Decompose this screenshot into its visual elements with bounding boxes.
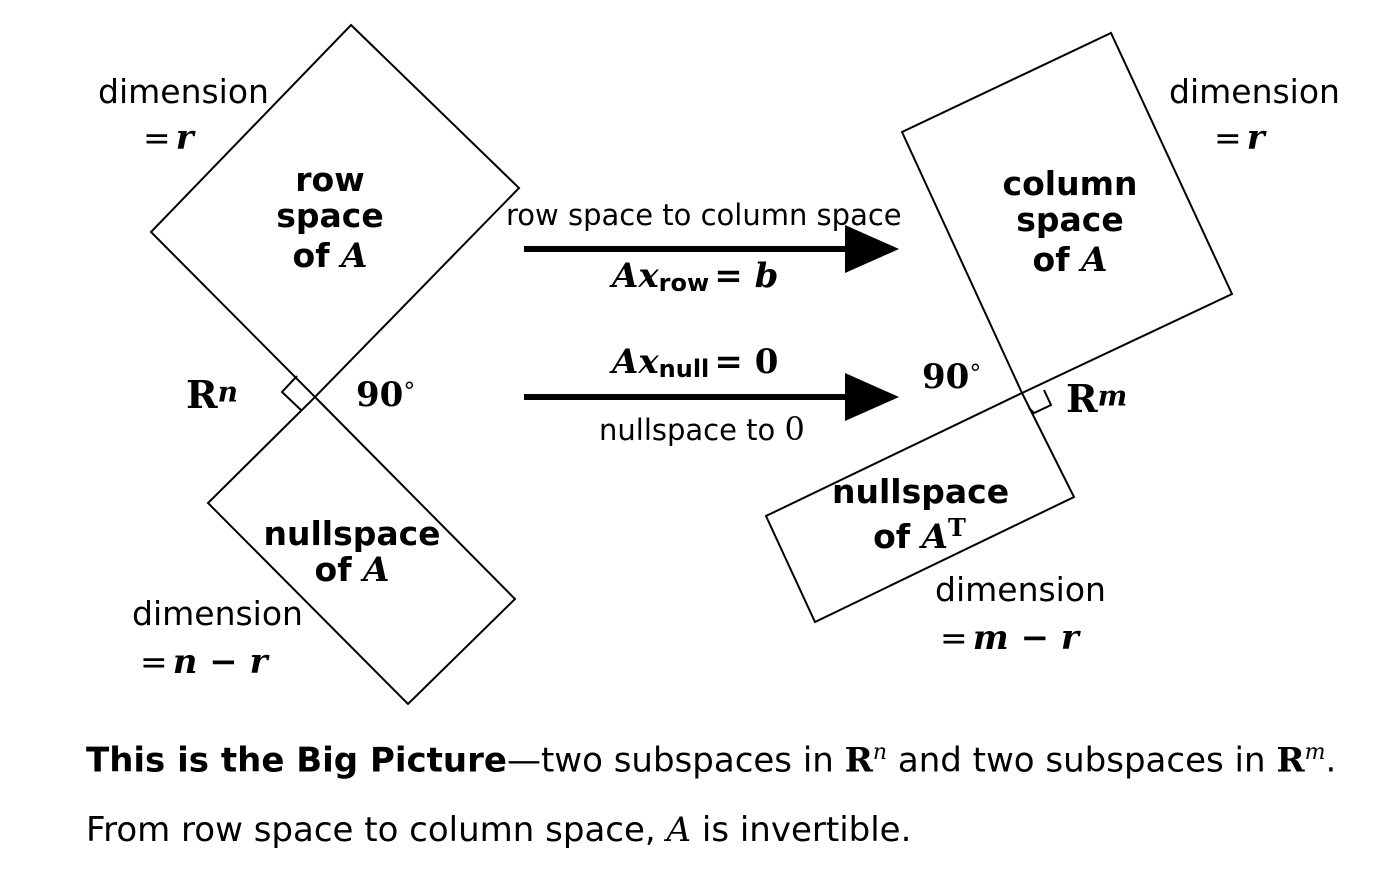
column-space-of: of	[1032, 240, 1070, 279]
caption-end: .	[1325, 740, 1337, 781]
left-dim-top-var: r	[175, 118, 194, 158]
column-space-line3: of A	[995, 240, 1145, 280]
row-space-label: row space of A	[270, 160, 390, 276]
top-eq-lhs: Ax	[612, 256, 659, 296]
left-dimension-top-word: dimension	[98, 72, 269, 111]
left-dimension-top-value: = r	[143, 118, 194, 158]
right-dim-top-eq: =	[1214, 118, 1242, 157]
top-arrow-equation: Axrow = b	[612, 256, 778, 297]
left-angle-value: 90	[356, 375, 404, 415]
bottom-eq-lhs: Ax	[612, 342, 659, 382]
nullspace-line2: of A	[262, 550, 442, 590]
left-space-sup: n	[217, 375, 238, 409]
nullspace-of: of	[314, 550, 352, 589]
left-dimension-bottom-value: = n − r	[140, 642, 268, 682]
left-right-angle-mark	[280, 375, 303, 412]
column-space-shape	[900, 31, 1234, 395]
right-dim-top-var: r	[1246, 118, 1265, 158]
left-dim-bottom-eq: =	[140, 642, 168, 681]
bottom-eq-sub: null	[658, 355, 710, 384]
left-space-base: R	[186, 372, 218, 417]
column-space-line2: space	[1016, 200, 1124, 239]
top-eq-sub: row	[658, 269, 710, 298]
right-angle-value: 90	[922, 357, 970, 397]
bottom-eq-rhs: = 0	[714, 342, 779, 382]
right-dimension-bottom-word: dimension	[935, 570, 1106, 609]
left-nullspace-sup: T	[948, 513, 966, 542]
right-space-label: Rm	[1066, 376, 1127, 421]
left-nullspace-shape	[764, 391, 1076, 624]
left-dim-top-eq: =	[143, 118, 171, 157]
caption-r2-sup: m	[1304, 740, 1326, 765]
right-dim-bottom-expr: m − r	[972, 618, 1079, 658]
caption-line2-b: is invertible.	[691, 810, 912, 850]
left-space-label: Rn	[186, 372, 238, 417]
column-space-line1: column	[1002, 164, 1138, 203]
bottom-arrow-equation: Axnull = 0	[612, 342, 778, 383]
right-dim-bottom-eq: =	[940, 618, 968, 657]
row-space-line1: row	[295, 160, 365, 199]
caption-r1-base: R	[844, 740, 873, 781]
left-angle-label: 90°	[356, 375, 415, 415]
left-nullspace-line1: nullspace	[832, 472, 1010, 511]
row-space-line2: space	[276, 196, 384, 235]
caption-r2-base: R	[1276, 740, 1305, 781]
bottom-text-target: 0	[784, 410, 805, 448]
column-space-label: column space of A	[995, 164, 1145, 280]
left-nullspace-var: A	[921, 517, 949, 557]
bottom-text-prefix: nullspace to	[599, 413, 776, 447]
caption-line2-var: A	[666, 810, 692, 850]
caption-part1: two subspaces in	[540, 740, 845, 781]
caption-bold: This is the Big Picture	[86, 740, 507, 781]
left-nullspace-line2: of AT	[832, 510, 1007, 555]
caption-line-1: This is the Big Picture—two subspaces in…	[86, 740, 1336, 780]
caption-part2: and two subspaces in	[887, 740, 1277, 781]
left-nullspace-of: of	[873, 517, 911, 556]
right-angle-label: 90°	[922, 357, 981, 397]
nullspace-line1: nullspace	[263, 514, 441, 553]
row-space-of: of	[292, 236, 330, 275]
nullspace-shape	[206, 395, 517, 706]
row-space-line3: of A	[270, 236, 390, 276]
column-space-var: A	[1081, 240, 1108, 280]
top-arrow-text: row space to column space	[506, 198, 902, 232]
right-right-angle-mark	[1028, 389, 1053, 415]
right-dimension-bottom-value: = m − r	[940, 618, 1079, 658]
caption-r1-sup: n	[872, 740, 888, 765]
left-nullspace-label: nullspace of AT	[832, 472, 1010, 556]
nullspace-label: nullspace of A	[262, 514, 442, 590]
right-dimension-top-value: = r	[1214, 118, 1265, 158]
left-angle-degree: °	[403, 377, 416, 406]
nullspace-var: A	[363, 550, 390, 590]
caption-line2-a: From row space to column space,	[86, 810, 667, 850]
right-space-sup: m	[1097, 379, 1128, 413]
caption-line-2: From row space to column space, A is inv…	[86, 810, 911, 850]
right-dimension-top-word: dimension	[1169, 72, 1340, 111]
top-eq-rhs: = b	[714, 256, 779, 296]
left-dimension-bottom-word: dimension	[132, 594, 303, 633]
row-space-var: A	[341, 236, 368, 276]
right-angle-degree: °	[969, 359, 982, 388]
bottom-arrow-text: nullspace to 0	[599, 410, 805, 448]
right-space-base: R	[1066, 376, 1098, 421]
caption-dash: —	[506, 740, 541, 781]
left-dim-bottom-expr: n − r	[172, 642, 268, 682]
